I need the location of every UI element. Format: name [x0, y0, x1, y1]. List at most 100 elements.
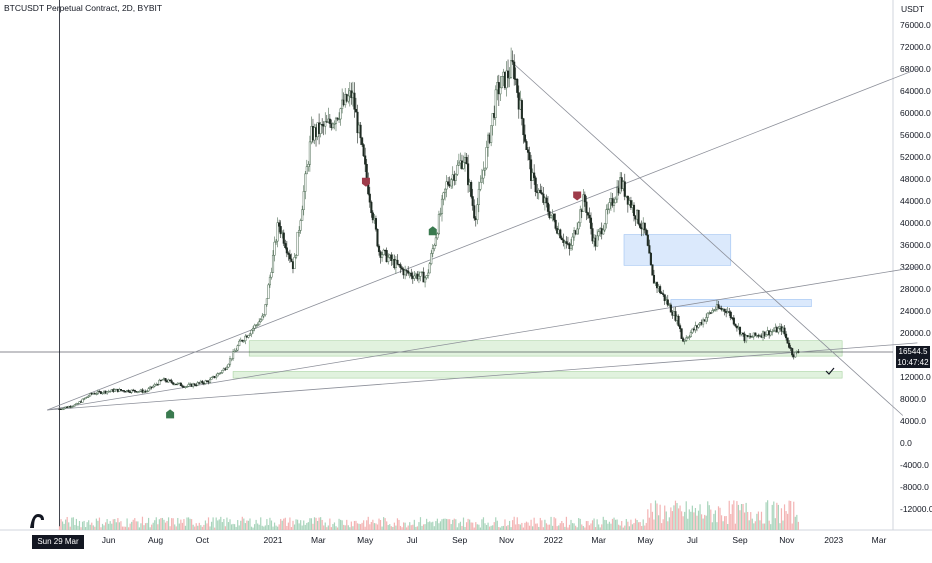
volume-bar [310, 518, 313, 530]
volume-bar [283, 518, 285, 530]
candle-body [232, 351, 235, 359]
volume-bar [260, 517, 262, 530]
candle-body [387, 257, 390, 263]
volume-bar [742, 503, 744, 530]
volume-bar [604, 519, 606, 530]
candle-body [589, 217, 593, 229]
volume-bar [293, 524, 296, 530]
candle-body [655, 282, 659, 289]
volume-bar [700, 514, 703, 530]
candle-body [339, 108, 342, 120]
volume-bar [631, 524, 634, 530]
volume-bar [112, 519, 114, 530]
volume-bar [492, 525, 494, 530]
volume-bar [58, 526, 61, 530]
volume-bar [674, 500, 677, 530]
volume-bar [217, 520, 219, 530]
volume-bar [201, 526, 203, 530]
volume-bar [401, 527, 403, 530]
time-tick-label: Mar [591, 535, 606, 545]
volume-bar [507, 525, 509, 530]
candle-body [113, 389, 116, 392]
candle-body [583, 194, 586, 203]
volume-bar [780, 508, 783, 530]
volume-tick-label: 8000.0 [900, 394, 926, 404]
volume-bar [779, 523, 781, 530]
candle-body [146, 390, 149, 393]
candle-body [169, 379, 172, 381]
candle-body [431, 248, 434, 254]
candle-body [299, 220, 302, 231]
trendline [513, 63, 904, 416]
volume-bar [593, 518, 595, 530]
volume-bar [269, 517, 271, 530]
candle-body [331, 123, 334, 129]
candle-body [370, 201, 373, 214]
volume-bar [344, 525, 346, 530]
volume-bar [343, 524, 345, 530]
volume-bar [559, 523, 561, 530]
candle-body [539, 189, 542, 193]
volume-bar [722, 521, 724, 530]
volume-bar [383, 517, 385, 530]
volume-bar [770, 524, 772, 530]
candle-body [276, 222, 279, 242]
volume-bar [221, 522, 223, 530]
candle-body [674, 311, 677, 321]
volume-bar [730, 514, 732, 530]
candle-body [333, 123, 336, 125]
volume-bar [458, 523, 460, 530]
candle-body [324, 121, 327, 127]
volume-bar [335, 526, 337, 530]
volume-bar [794, 516, 796, 530]
candle-body [285, 247, 288, 254]
volume-bar [472, 522, 474, 530]
volume-bar [281, 520, 283, 530]
volume-bar [69, 526, 71, 530]
candle-body [553, 213, 556, 221]
volume-bar [642, 519, 644, 530]
candle-body [789, 347, 792, 349]
volume-bar [406, 527, 408, 530]
candle-body [282, 232, 285, 244]
volume-bar [135, 521, 137, 530]
last-price-label: 16544.5 10:47:42 [896, 346, 930, 368]
volume-bar [585, 521, 587, 530]
volume-bar [767, 500, 769, 530]
volume-bar [515, 524, 517, 530]
volume-bar [455, 519, 457, 530]
candle-body [494, 89, 497, 118]
candle-body [109, 390, 112, 393]
volume-bar [309, 518, 311, 530]
candle-body [130, 389, 133, 393]
volume-bar [633, 523, 635, 530]
volume-bar [541, 520, 543, 530]
volume-bar [312, 523, 314, 530]
candle-body [483, 167, 487, 171]
volume-bar [783, 504, 786, 530]
candle-body [308, 141, 311, 165]
volume-bar [445, 518, 448, 530]
volume-bar [429, 521, 431, 530]
volume-bar [659, 504, 661, 530]
candle-body [122, 390, 126, 392]
volume-bar [710, 509, 712, 530]
candle-body [353, 92, 356, 110]
volume-bar [177, 517, 179, 530]
candle-body [362, 144, 365, 157]
price-tick-label: 36000.0 [900, 240, 931, 250]
volume-bar [161, 517, 164, 530]
volume-bar [220, 516, 222, 530]
volume-bar [330, 527, 332, 530]
volume-bar [693, 512, 695, 530]
candle-body [646, 234, 649, 246]
volume-bar [298, 523, 300, 530]
volume-bar [539, 517, 541, 530]
chart[interactable]: 76000.0 72000.0 68000.0 64000.0 60000.0 56000… [0, 0, 932, 550]
volume-bar [117, 518, 119, 530]
candle-body [562, 239, 565, 243]
volume-bar [88, 520, 90, 530]
volume-bar [424, 524, 426, 530]
volume-bar [610, 523, 612, 530]
candle-body [659, 286, 662, 293]
